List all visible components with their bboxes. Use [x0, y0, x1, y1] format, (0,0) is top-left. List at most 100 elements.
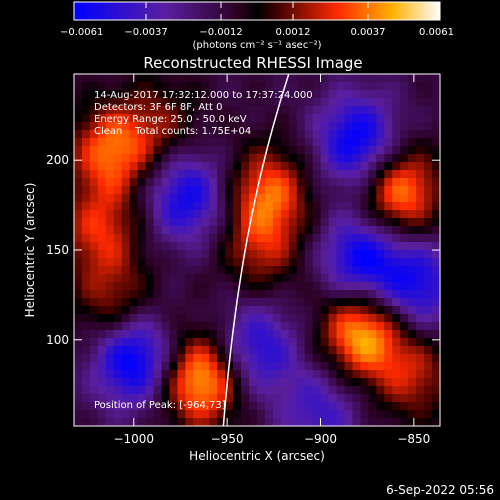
image-pixel	[328, 402, 338, 411]
image-pixel	[225, 218, 234, 227]
image-pixel	[312, 90, 322, 99]
image-pixel	[169, 226, 179, 235]
image-pixel	[312, 362, 322, 371]
image-pixel	[105, 234, 115, 243]
image-pixel	[145, 138, 155, 147]
image-pixel	[233, 202, 242, 211]
image-pixel	[153, 314, 163, 323]
image-pixel	[408, 314, 417, 323]
image-pixel	[296, 226, 306, 235]
image-pixel	[97, 378, 107, 387]
image-pixel	[312, 218, 322, 227]
image-pixel	[89, 234, 99, 243]
image-pixel	[264, 274, 274, 283]
image-pixel	[74, 90, 83, 99]
image-pixel	[257, 338, 266, 347]
image-pixel	[81, 354, 91, 363]
image-pixel	[105, 242, 115, 251]
image-pixel	[74, 114, 83, 123]
image-pixel	[225, 154, 234, 163]
image-pixel	[288, 282, 298, 291]
image-pixel	[74, 282, 83, 291]
image-pixel	[376, 322, 385, 331]
image-pixel	[169, 122, 179, 131]
image-pixel	[145, 130, 155, 139]
image-pixel	[328, 146, 338, 155]
image-pixel	[241, 410, 250, 419]
image-pixel	[257, 418, 266, 426]
image-pixel	[272, 194, 282, 203]
image-pixel	[153, 202, 163, 211]
image-pixel	[217, 106, 226, 115]
image-pixel	[304, 282, 314, 291]
image-pixel	[360, 162, 369, 171]
image-pixel	[288, 386, 298, 395]
image-pixel	[105, 186, 115, 195]
image-pixel	[185, 394, 194, 403]
image-pixel	[257, 250, 266, 259]
image-pixel	[137, 154, 147, 163]
image-pixel	[137, 122, 147, 131]
image-pixel	[432, 362, 440, 371]
image-pixel	[272, 402, 282, 411]
image-pixel	[400, 106, 409, 115]
image-pixel	[272, 210, 282, 219]
image-pixel	[272, 266, 282, 275]
image-pixel	[89, 386, 99, 395]
image-pixel	[161, 218, 171, 227]
image-pixel	[225, 74, 234, 83]
image-pixel	[312, 314, 322, 323]
image-pixel	[408, 234, 417, 243]
image-pixel	[408, 290, 417, 299]
image-pixel	[384, 298, 393, 307]
image-pixel	[360, 298, 369, 307]
image-pixel	[320, 178, 330, 187]
image-pixel	[288, 250, 298, 259]
image-pixel	[376, 130, 385, 139]
image-pixel	[280, 298, 290, 307]
image-pixel	[241, 354, 250, 363]
image-pixel	[368, 74, 377, 83]
image-pixel	[360, 202, 369, 211]
image-pixel	[280, 394, 290, 403]
image-pixel	[280, 266, 290, 275]
image-pixel	[312, 82, 322, 91]
image-pixel	[376, 370, 385, 379]
image-pixel	[344, 82, 354, 91]
image-pixel	[153, 218, 163, 227]
image-pixel	[177, 226, 186, 235]
image-pixel	[424, 170, 433, 179]
image-pixel	[153, 258, 163, 267]
image-pixel	[312, 74, 322, 83]
image-pixel	[328, 210, 338, 219]
image-pixel	[328, 130, 338, 139]
image-pixel	[161, 370, 171, 379]
image-pixel	[249, 130, 258, 139]
image-pixel	[424, 362, 433, 371]
image-pixel	[288, 98, 298, 107]
image-pixel	[424, 290, 433, 299]
image-pixel	[105, 386, 115, 395]
image-pixel	[408, 226, 417, 235]
image-pixel	[193, 82, 202, 91]
image-pixel	[344, 130, 354, 139]
image-pixel	[296, 290, 306, 299]
image-pixel	[264, 418, 274, 426]
image-pixel	[241, 210, 250, 219]
image-pixel	[241, 290, 250, 299]
image-pixel	[257, 186, 266, 195]
image-pixel	[408, 386, 417, 395]
image-pixel	[328, 258, 338, 267]
image-pixel	[97, 314, 107, 323]
image-pixel	[105, 74, 115, 83]
image-pixel	[257, 290, 266, 299]
image-pixel	[416, 394, 425, 403]
image-pixel	[320, 218, 330, 227]
image-pixel	[384, 98, 393, 107]
image-pixel	[424, 306, 433, 315]
image-pixel	[209, 338, 218, 347]
image-pixel	[392, 418, 401, 426]
image-pixel	[177, 178, 186, 187]
image-pixel	[296, 354, 306, 363]
image-pixel	[97, 186, 107, 195]
